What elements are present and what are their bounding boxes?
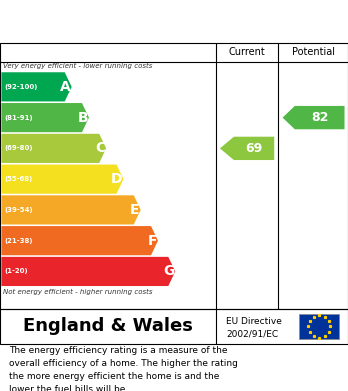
Polygon shape	[1, 257, 175, 286]
Text: (69-80): (69-80)	[4, 145, 33, 151]
Polygon shape	[283, 106, 345, 129]
Text: The energy efficiency rating is a measure of the
overall efficiency of a home. T: The energy efficiency rating is a measur…	[9, 346, 238, 391]
Text: 2002/91/EC: 2002/91/EC	[226, 329, 278, 338]
Text: C: C	[95, 142, 105, 155]
Text: 82: 82	[311, 111, 328, 124]
Text: A: A	[60, 80, 71, 94]
Text: (1-20): (1-20)	[4, 269, 28, 274]
Text: E: E	[130, 203, 140, 217]
Text: Potential: Potential	[292, 47, 335, 57]
Polygon shape	[1, 165, 124, 194]
Text: Energy Efficiency Rating: Energy Efficiency Rating	[10, 9, 220, 25]
Text: 69: 69	[245, 142, 263, 155]
Text: D: D	[111, 172, 122, 186]
Polygon shape	[1, 196, 141, 224]
Polygon shape	[220, 137, 274, 160]
Bar	[299, 314, 339, 339]
Text: (55-68): (55-68)	[4, 176, 32, 182]
Text: F: F	[148, 234, 157, 248]
Text: (21-38): (21-38)	[4, 238, 33, 244]
Text: (92-100): (92-100)	[4, 84, 38, 90]
Text: Not energy efficient - higher running costs: Not energy efficient - higher running co…	[3, 289, 153, 295]
Text: (81-91): (81-91)	[4, 115, 33, 120]
Text: B: B	[77, 111, 88, 125]
Polygon shape	[1, 134, 106, 163]
Text: (39-54): (39-54)	[4, 207, 33, 213]
Text: Current: Current	[229, 47, 266, 57]
Polygon shape	[1, 226, 158, 255]
Text: Very energy efficient - lower running costs: Very energy efficient - lower running co…	[3, 63, 153, 69]
Text: England & Wales: England & Wales	[23, 317, 193, 335]
Polygon shape	[1, 103, 89, 132]
Text: EU Directive: EU Directive	[226, 317, 282, 326]
Polygon shape	[1, 72, 72, 101]
Text: G: G	[163, 264, 174, 278]
